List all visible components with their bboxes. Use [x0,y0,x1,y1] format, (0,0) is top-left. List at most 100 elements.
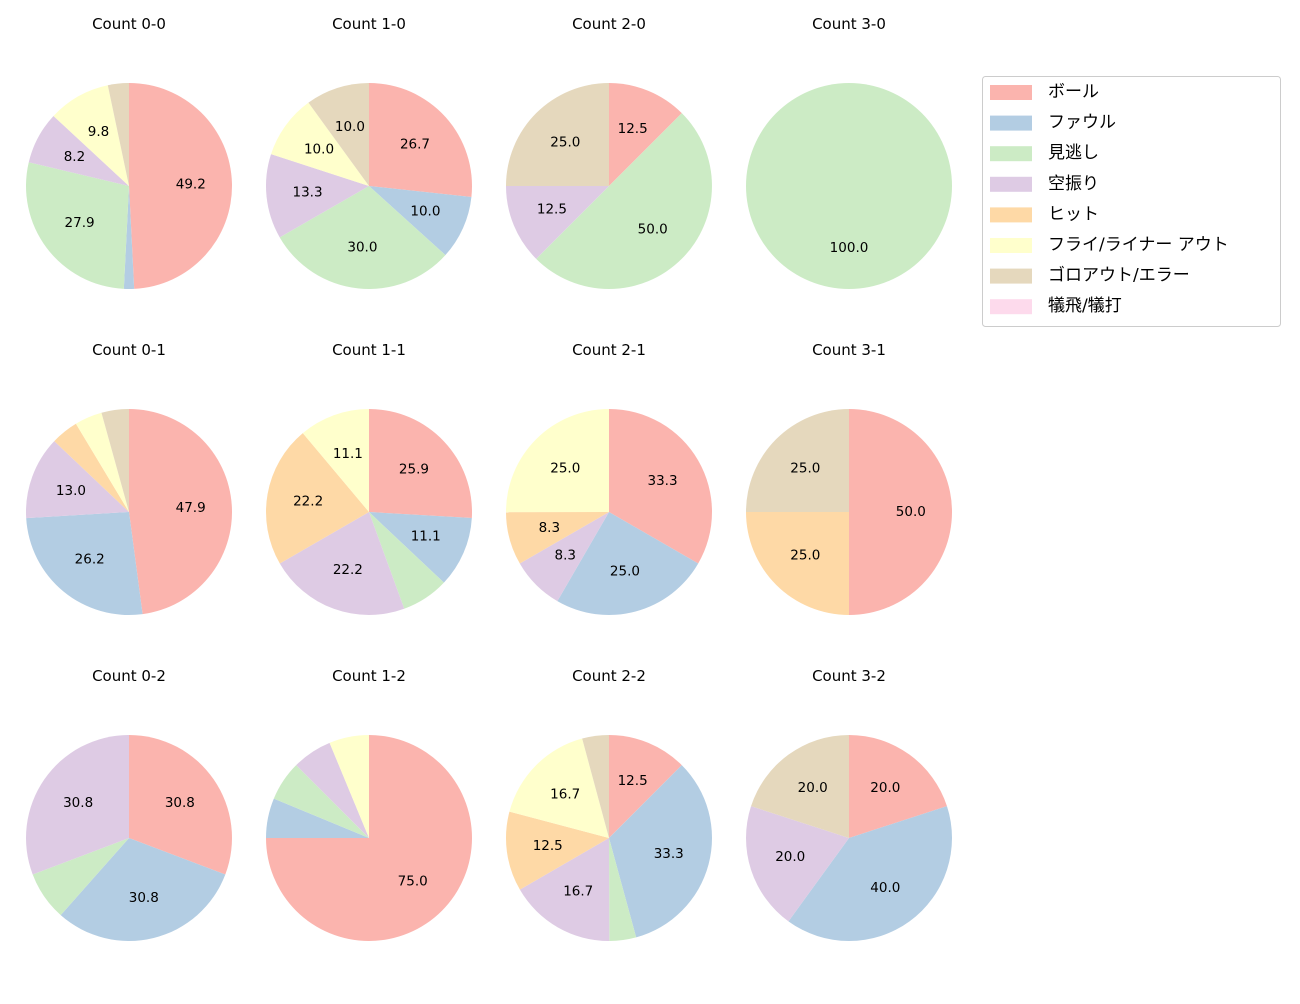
pie-slice [271,102,369,186]
pie-slice [609,83,682,186]
pie-slice [26,735,130,875]
legend-swatch [990,299,1032,315]
pie-slice [506,186,609,259]
pie-title: Count 1-0 [332,15,406,33]
slice-label: 16.7 [550,786,580,802]
pie-chart: Count 0-1 47.9 26.2 13.0 [26,341,232,615]
pie-slice [519,512,609,602]
pie-chart: Count 2-1 33.3 25.0 8.3 8.3 25.0 [506,341,712,615]
slice-label: 33.3 [647,473,677,489]
legend-label: 空振り [1048,174,1099,194]
pie-slice [369,83,472,197]
legend-label: 犠飛/犠打 [1048,296,1122,316]
pie-chart: Count 1-2 75.0 [266,667,472,941]
pie-chart: Count 3-2 20.0 40.0 20.0 20.0 [746,667,952,941]
pie-slice [751,735,849,838]
slice-label: 25.9 [399,462,429,478]
slice-label: 20.0 [870,780,900,796]
legend-swatch [990,176,1032,192]
pie-slice [101,409,129,512]
slice-label: 20.0 [798,780,828,796]
slice-label: 50.0 [896,504,926,520]
pie-slice [369,512,472,583]
pie-slice [123,186,135,289]
pie-title: Count 1-2 [332,667,406,685]
pie-slice [746,806,849,922]
pie-slice [509,738,609,838]
legend-label: ゴロアウト/エラー [1048,265,1190,286]
pie-slice [53,85,129,186]
slice-label: 10.0 [335,119,365,135]
slice-label: 11.1 [411,528,441,544]
slice-label: 26.7 [400,137,430,153]
pie-chart: Count 0-2 30.8 30.8 30.8 [26,667,232,942]
pie-chart: Count 2-2 12.5 33.3 16.7 12.5 16.7 [506,667,712,941]
legend-swatch [990,115,1032,131]
pie-slice [746,512,849,615]
legend-frame [982,76,1281,327]
slice-label: 9.8 [88,124,109,140]
pie-slice [265,433,369,564]
pie-title: Count 3-0 [812,15,886,33]
pie-title: Count 0-1 [92,341,166,359]
pie-slice [296,742,369,838]
pie-slice [54,423,130,512]
pie-slice [746,83,952,289]
slice-label: 10.0 [410,203,440,219]
pie-title: Count 1-1 [332,341,406,359]
pie-slice [107,83,129,186]
pie-slice [329,735,369,838]
pie-slice [557,512,699,615]
slice-label: 25.0 [790,548,820,564]
legend-swatch [990,238,1032,253]
slice-label: 30.0 [347,239,377,255]
pie-slice [609,409,712,564]
pie-title: Count 2-0 [572,15,646,33]
pie-title: Count 2-2 [572,667,646,685]
legend-label: ヒット [1048,204,1099,224]
slice-label: 22.2 [293,493,323,509]
slice-label: 27.9 [65,215,95,231]
slice-label: 11.1 [333,446,363,462]
pie-title: Count 0-0 [92,15,166,33]
legend-label: ボール [1048,82,1099,102]
slice-label: 12.5 [618,773,648,789]
slice-label: 33.3 [654,846,684,862]
pie-slice [129,409,232,615]
slice-label: 100.0 [830,240,869,256]
pie-slice [129,735,232,875]
pie-slice [265,154,369,238]
slice-label: 16.7 [563,884,593,900]
slice-label: 30.8 [63,795,93,811]
slice-label: 25.0 [550,134,580,150]
pie-slice [28,115,130,186]
slice-label: 50.0 [638,222,668,238]
legend-swatch [990,207,1032,223]
pie-slice [849,735,947,838]
pie-slice [26,162,129,289]
pie-slice [279,186,446,290]
pie-slice [369,409,472,518]
pie-slice [519,838,610,941]
slice-label: 25.0 [550,460,580,476]
pie-slice [746,409,849,512]
slice-label: 25.0 [610,564,640,580]
pie-slice [849,409,952,615]
pie-slice [75,412,129,512]
pie-slice [788,806,952,941]
slice-label: 8.2 [64,149,85,165]
slice-label: 49.2 [176,176,206,192]
pie-slice [26,441,129,519]
pie-title: Count 0-2 [92,667,166,685]
slice-label: 12.5 [618,121,648,137]
slice-label: 20.0 [775,849,805,865]
slice-label: 75.0 [398,874,428,890]
pie-chart: Count 3-1 50.0 25.0 25.0 [746,341,952,615]
slice-label: 26.2 [75,552,105,568]
pie-title: Count 3-1 [812,341,886,359]
pie-chart: Count 2-0 12.5 50.0 12.5 25.0 [506,15,712,289]
pie-slice [60,838,226,942]
legend-swatch [990,268,1032,284]
pie-slice [279,512,405,615]
pie-slice [32,838,129,916]
